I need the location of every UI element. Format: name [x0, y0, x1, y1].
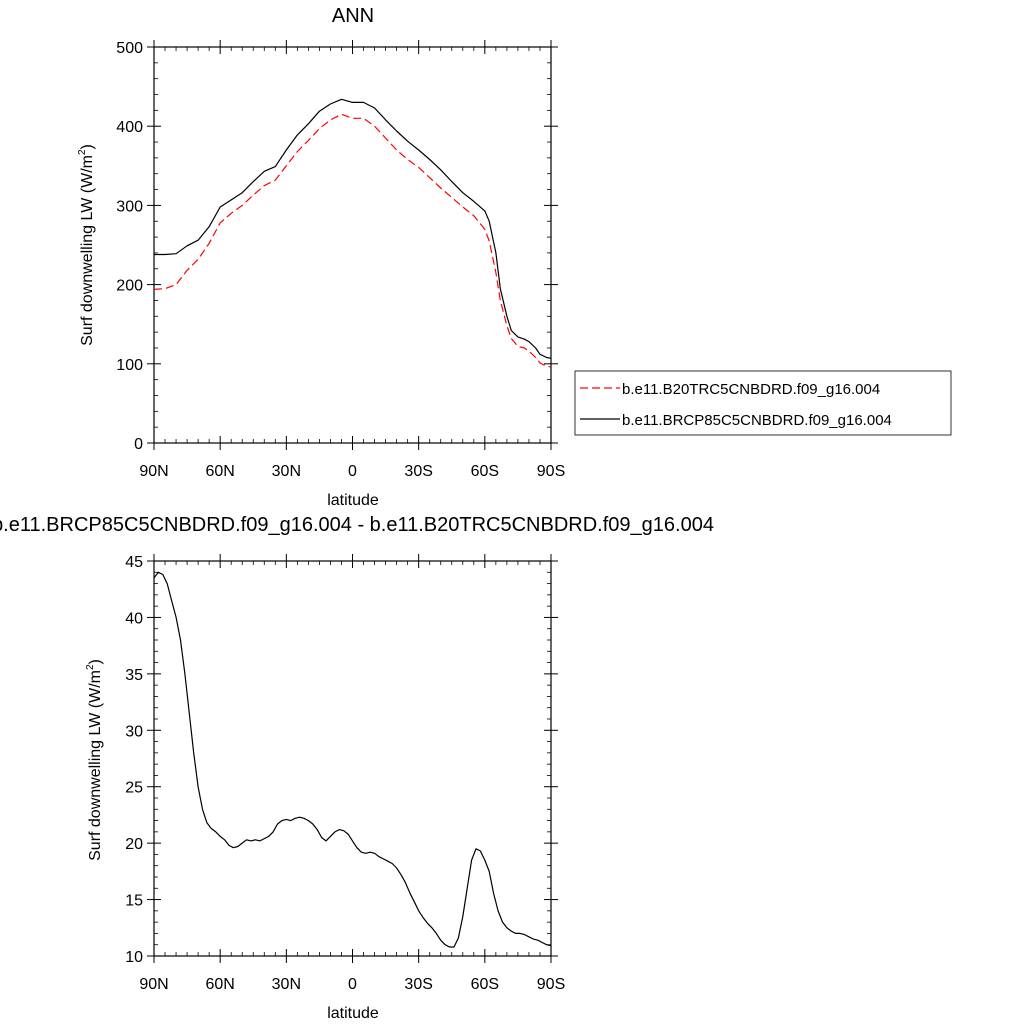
top-series-line-0: [153, 113, 552, 368]
top-plot-frame: [153, 46, 552, 444]
top-x-tick-label: 60S: [471, 463, 499, 480]
bottom-y-label-end: ): [87, 659, 104, 664]
top-x-tick-label: 90S: [537, 463, 565, 480]
top-x-tick-label: 0: [348, 463, 357, 480]
bottom-y-tick-label: 35: [125, 667, 143, 684]
top-x-axis-label: latitude: [327, 492, 379, 509]
top-x-tick-label: 90N: [139, 463, 168, 480]
top-x-tick-label: 30N: [272, 463, 301, 480]
bottom-x-tick-label: 60N: [205, 976, 234, 993]
bottom-series-group: [153, 571, 552, 948]
bottom-x-tick-label: 30N: [272, 976, 301, 993]
top-series-line-1: [154, 98, 552, 359]
bottom-y-tick-label: 30: [125, 723, 143, 740]
top-y-tick-label: 500: [116, 40, 143, 57]
bottom-y-tick-label: 15: [125, 893, 143, 910]
top-y-axis-label: Surf downwelling LW (W/m2): [77, 144, 96, 346]
top-y-axis: 0 100 200 300 400 500: [116, 40, 558, 453]
bottom-x-tick-label: 30S: [404, 976, 432, 993]
top-panel: ANN 0 100 200 300 400 500 90N 60N 30N 0 30S 60S 90S…: [77, 5, 952, 509]
top-y-tick-label: 100: [116, 357, 143, 374]
legend-box: [574, 370, 952, 436]
top-x-tick-label: 30S: [404, 463, 432, 480]
top-y-label-sup: 2: [77, 149, 88, 155]
bottom-y-tick-label: 10: [125, 949, 143, 966]
top-y-tick-label: 400: [116, 119, 143, 136]
top-chart-title: ANN: [332, 5, 374, 27]
bottom-y-tick-label: 20: [125, 836, 143, 853]
bottom-y-tick-label: 40: [125, 610, 143, 627]
bottom-y-label-main: Surf downwelling LW (W/m: [87, 670, 104, 861]
top-y-tick-label: 0: [134, 436, 143, 453]
bottom-x-tick-label: 60S: [471, 976, 499, 993]
bottom-x-tick-label: 90S: [537, 976, 565, 993]
bottom-x-axis-label: latitude: [327, 1005, 379, 1022]
bottom-chart-title: b.e11.BRCP85C5CNBDRD.f09_g16.004 - b.e11…: [0, 514, 714, 536]
top-y-label-main: Surf downwelling LW (W/m: [79, 155, 96, 346]
bottom-y-axis-label: Surf downwelling LW (W/m2): [85, 659, 104, 861]
legend-label-brcp85: b.e11.BRCP85C5CNBDRD.f09_g16.004: [622, 412, 892, 429]
top-y-tick-label: 300: [116, 198, 143, 215]
top-y-tick-label: 200: [116, 278, 143, 295]
bottom-plot-frame: [153, 560, 552, 957]
bottom-x-tick-label: 90N: [139, 976, 168, 993]
bottom-x-tick-label: 0: [348, 976, 357, 993]
bottom-panel: b.e11.BRCP85C5CNBDRD.f09_g16.004 - b.e11…: [0, 514, 714, 1022]
top-x-tick-label: 60N: [205, 463, 234, 480]
top-x-axis: 90N 60N 30N 0 30S 60S 90S: [139, 40, 565, 480]
legend: b.e11.B20TRC5CNBDRD.f09_g16.004 b.e11.BR…: [574, 370, 952, 436]
bottom-y-tick-label: 25: [125, 780, 143, 797]
bottom-y-tick-label: 45: [125, 554, 143, 571]
bottom-x-axis: 90N 60N 30N 0 30S 60S 90S: [139, 554, 565, 993]
legend-label-b20trc: b.e11.B20TRC5CNBDRD.f09_g16.004: [622, 381, 880, 398]
bottom-y-label-sup: 2: [85, 664, 96, 670]
top-y-label-end: ): [79, 144, 96, 149]
top-series-group: [153, 98, 552, 368]
bottom-series-line-0: [153, 571, 552, 948]
bottom-y-axis: 10 15 20 25 30 35 40 45: [125, 554, 558, 966]
